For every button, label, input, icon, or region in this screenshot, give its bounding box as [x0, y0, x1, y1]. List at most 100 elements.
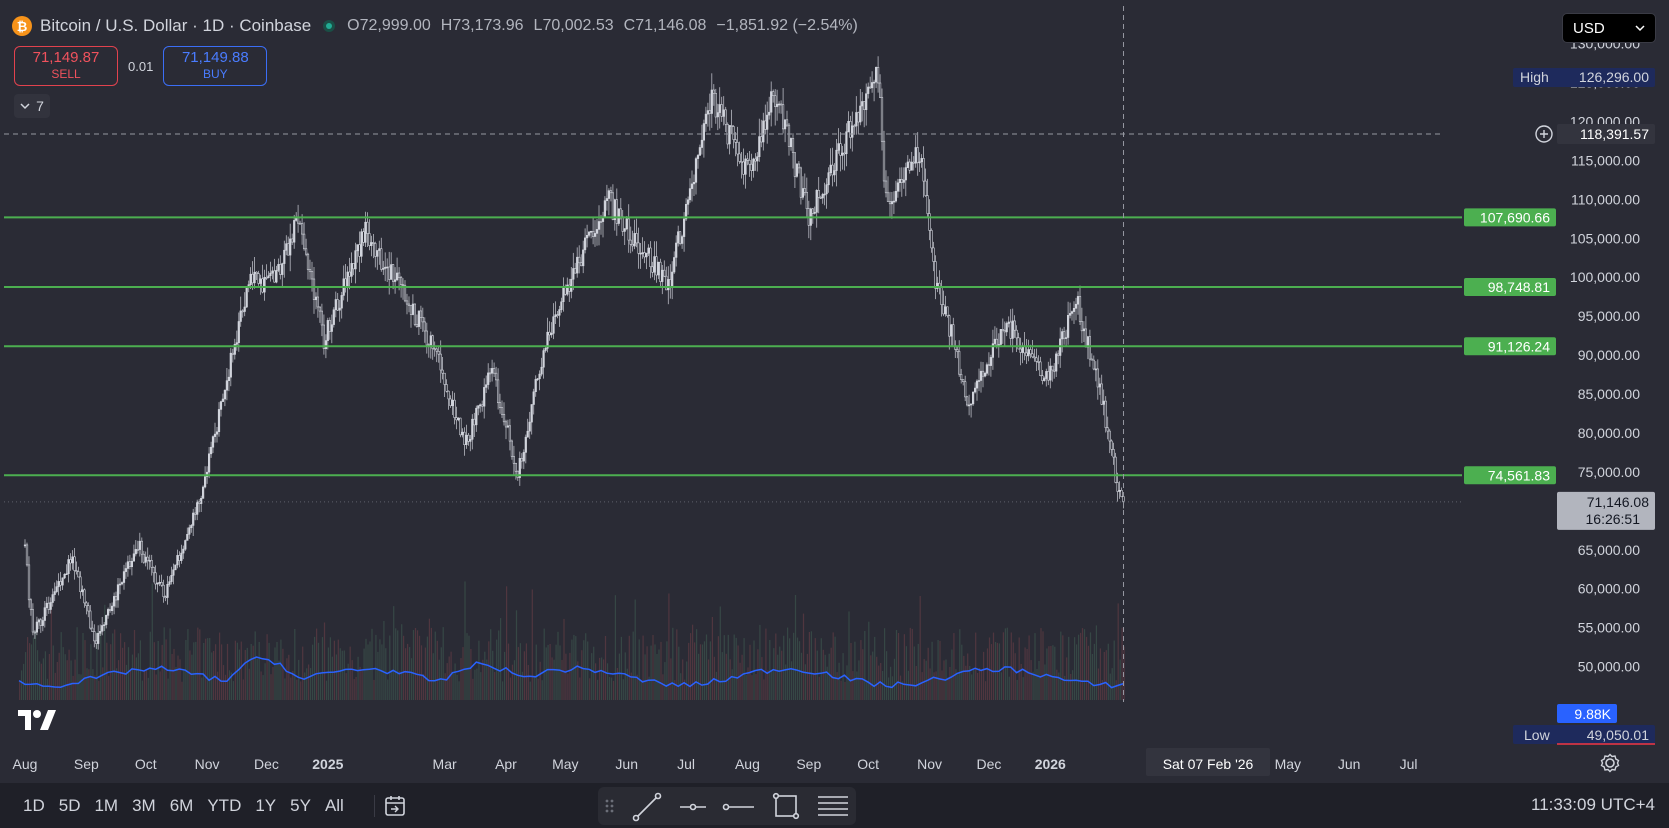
volume-bar — [846, 665, 848, 700]
horizontal-ray-icon[interactable] — [680, 803, 706, 811]
volume-bar — [969, 666, 971, 700]
volume-bar — [112, 633, 114, 700]
candle-body — [124, 568, 127, 572]
sell-button[interactable]: 71,149.87 SELL — [14, 46, 118, 86]
candle-body — [789, 138, 793, 147]
ohlc-values: O72,999.00 H73,173.96 L70,002.53 C71,146… — [347, 17, 858, 35]
volume-bar — [767, 670, 769, 700]
indicators-toggle[interactable]: 7 — [14, 94, 50, 118]
timeframe-1y[interactable]: 1Y — [255, 796, 277, 815]
symbol-title[interactable]: Bitcoin / U.S. Dollar · 1D · Coinbase — [40, 16, 312, 35]
candle-body — [918, 161, 921, 164]
clock-timezone[interactable]: 11:33:09 UTC+4 — [1531, 795, 1655, 814]
volume-bar — [630, 672, 632, 700]
candle-body — [488, 372, 492, 375]
candle-body — [639, 252, 642, 255]
candle-body — [781, 104, 785, 130]
volume-bar — [335, 654, 337, 700]
candle-body — [204, 476, 207, 488]
trend-line-icon[interactable] — [632, 792, 662, 822]
fib-retracement-icon[interactable] — [818, 796, 848, 816]
candle-body — [27, 564, 31, 601]
candle-body — [556, 314, 559, 317]
drag-handle-icon[interactable] — [605, 799, 614, 813]
candle-body — [202, 486, 205, 499]
candle-body — [158, 581, 161, 584]
volume-bar — [86, 668, 88, 700]
add-alert-icon[interactable] — [1535, 125, 1553, 143]
candle-body — [675, 242, 678, 258]
volume-bar — [791, 661, 793, 700]
volume-bar — [155, 674, 157, 700]
timeframe-3m[interactable]: 3M — [132, 796, 156, 815]
market-status-icon[interactable] — [323, 20, 336, 32]
volume-bar — [971, 674, 973, 700]
candle-body — [366, 221, 369, 234]
timeframe-5d[interactable]: 5D — [58, 796, 81, 815]
candle-body — [756, 156, 759, 162]
volume-bar — [114, 629, 116, 700]
candle-body — [1114, 456, 1117, 483]
candle-body — [350, 263, 353, 277]
candle-body — [882, 140, 886, 182]
volume-bar — [302, 646, 304, 700]
candle-body — [975, 380, 979, 389]
volume-bar — [288, 654, 290, 700]
volume-bar — [785, 664, 787, 700]
candle-body — [684, 204, 688, 220]
candle-body — [338, 307, 341, 311]
timeframe-5y[interactable]: 5Y — [290, 796, 311, 815]
volume-bar — [640, 679, 642, 700]
volume-bar — [634, 599, 636, 700]
candle-body — [130, 560, 134, 567]
axis-settings-icon[interactable] — [1600, 753, 1620, 773]
volume-bar — [298, 659, 300, 700]
volume-bar — [517, 647, 519, 700]
level-label-bg — [1464, 466, 1556, 485]
volume-bar — [733, 634, 735, 700]
candle-body — [471, 418, 474, 440]
time-axis-label: Jul — [677, 756, 695, 772]
candle-body — [764, 120, 767, 130]
candle-body — [1063, 331, 1066, 339]
volume-bar — [1008, 676, 1010, 700]
volume-bar — [729, 659, 731, 700]
timeframe-ytd[interactable]: YTD — [207, 796, 242, 815]
sell-label: SELL — [51, 67, 81, 81]
volume-bar — [901, 681, 903, 700]
volume-bar — [882, 671, 884, 700]
buy-button[interactable]: 71,149.88 BUY — [163, 46, 268, 86]
volume-bar — [589, 678, 591, 700]
volume-bar — [688, 642, 690, 700]
candle-body — [914, 147, 917, 164]
volume-bar — [1018, 637, 1020, 700]
candle-body — [356, 244, 359, 252]
candle-body — [358, 244, 361, 257]
timeframe-1m[interactable]: 1M — [94, 796, 119, 815]
currency-select[interactable]: USD — [1562, 13, 1656, 43]
volume-bar — [1022, 677, 1024, 700]
volume-bar — [284, 678, 286, 700]
volume-bar — [272, 666, 274, 700]
candle-body — [164, 596, 167, 599]
volume-bar — [153, 642, 155, 700]
volume-bar — [292, 671, 294, 700]
candle-body — [985, 364, 988, 374]
go-to-date-icon[interactable] — [383, 794, 407, 818]
timeframe-6m[interactable]: 6M — [169, 796, 194, 815]
timeframe-all[interactable]: All — [324, 796, 344, 815]
rectangle-tool-icon[interactable] — [772, 792, 800, 820]
volume-bar — [662, 674, 664, 700]
candle-body — [277, 264, 280, 271]
candle-body — [514, 463, 517, 472]
volume-bar — [1076, 644, 1078, 700]
volume-bar — [203, 643, 205, 700]
candle-body — [520, 457, 523, 462]
timeframe-1d[interactable]: 1D — [23, 796, 45, 815]
volume-bar — [761, 657, 763, 700]
candle-body — [524, 436, 527, 453]
volume-bar — [450, 651, 452, 700]
candle-body — [583, 237, 587, 251]
horizontal-line-icon[interactable] — [722, 803, 755, 811]
